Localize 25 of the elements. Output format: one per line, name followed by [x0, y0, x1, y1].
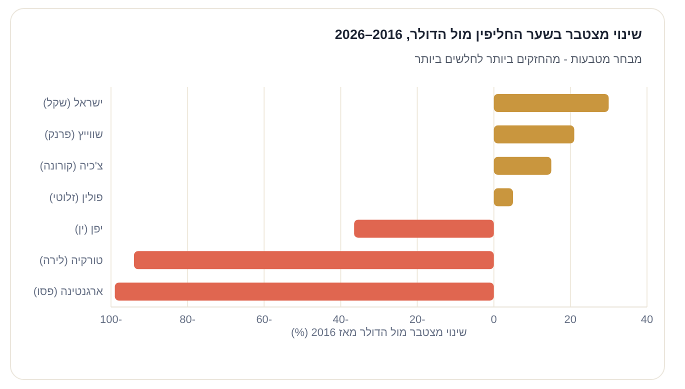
x-tick-label: 40 [640, 314, 654, 326]
bar [354, 220, 494, 238]
bar [134, 251, 494, 270]
bar [494, 94, 609, 112]
chart-title: שינוי מצטבר בשער החליפין מול הדולר, 2016–2026 [334, 27, 642, 42]
x-axis-title: שינוי מצטבר מול הדולר מאז 2016 (%) [290, 327, 468, 339]
y-tick-label: פולין (זלוטי) [49, 192, 104, 204]
x-tick-label: 40- [332, 314, 349, 326]
bar [114, 282, 494, 301]
bar [494, 156, 552, 175]
bar [494, 188, 513, 206]
x-tick-label: 0 [490, 314, 497, 326]
y-tick-label: צ'כיה (קורונה) [40, 160, 103, 172]
x-tick-label: 20 [564, 314, 577, 326]
y-tick-label: ארגנטינה (פסו) [33, 286, 104, 298]
y-tick-label: טורקיה (לירה) [39, 254, 103, 267]
x-tick-label: 60- [256, 314, 272, 326]
bar [494, 125, 574, 144]
x-tick-label: 20- [409, 314, 426, 326]
y-tick-label: שווייץ (פרנק) [44, 129, 103, 142]
x-tick-label: 100- [100, 314, 122, 326]
x-tick-label: 80- [180, 314, 196, 326]
chart-subtitle: מבחר מטבעות - מהחזקים ביותר לחלשים ביותר [414, 54, 642, 66]
y-tick-label: ישראל (שקל) [42, 98, 103, 110]
y-tick-label: יפן (ין) [74, 223, 103, 236]
